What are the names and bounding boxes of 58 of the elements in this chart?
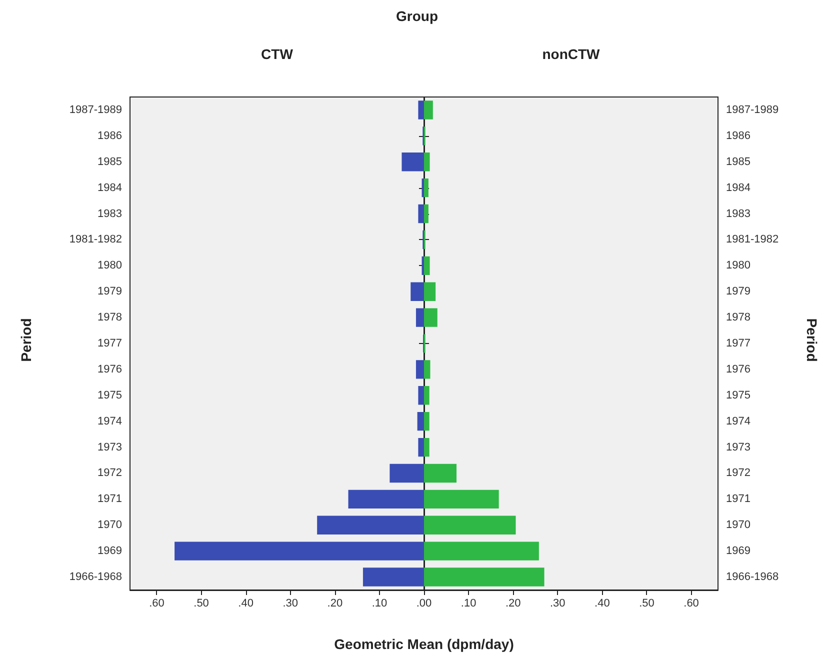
y-tick-label: 1975: [98, 389, 122, 402]
chart-title: Group: [396, 8, 438, 24]
y-tick-label: 1978: [98, 312, 122, 324]
y-tick-label: 1977: [726, 338, 750, 350]
x-tick-label: .60: [149, 598, 164, 610]
y-tick-label: 1986: [726, 130, 750, 142]
y-tick-label: 1987-1989: [69, 104, 122, 116]
x-tick-label: .30: [550, 598, 566, 610]
x-tick-label: .50: [639, 598, 654, 610]
bar: [424, 152, 430, 172]
y-tick-label: 1979: [726, 286, 750, 298]
x-tick-label: .00: [416, 598, 432, 610]
y-tick-label: 1981-1982: [726, 234, 779, 246]
y-tick-label: 1987-1989: [726, 104, 779, 116]
x-tick-label: .20: [505, 598, 521, 610]
text: nonCTW: [542, 46, 600, 62]
y-tick-label: 1979: [98, 286, 122, 298]
y-tick-label: 1978: [726, 312, 750, 324]
y-tick-label: 1977: [98, 338, 122, 350]
y-tick-label: 1972: [98, 467, 122, 480]
y-tick-label: 1970: [726, 519, 750, 532]
y-tick-label: 1984: [726, 182, 750, 194]
y-tick-label: 1966-1968: [69, 571, 122, 584]
y-tick-label: 1985: [726, 156, 750, 168]
x-tick-label: .40: [238, 598, 254, 610]
y-tick-label: 1975: [726, 389, 750, 402]
y-tick-label: 1973: [98, 441, 122, 454]
y-tick-label: 1974: [726, 415, 750, 428]
y-tick-label: 1984: [98, 182, 122, 194]
y-tick-label: 1983: [98, 208, 122, 220]
y-tick-label: 1966-1968: [726, 571, 779, 584]
text: CTW: [261, 46, 293, 62]
x-tick-label: .30: [282, 598, 298, 610]
y-tick-label: 1980: [98, 260, 122, 272]
x-tick-label: .40: [594, 598, 610, 610]
y-tick-label: 1970: [98, 519, 122, 532]
x-tick-label: .50: [194, 598, 209, 610]
y-tick-label: 1980: [726, 260, 750, 272]
y-tick-label: 1983: [726, 208, 750, 220]
x-tick-label: .60: [684, 598, 699, 610]
y-tick-label: 1969: [726, 545, 750, 558]
y-tick-label: 1974: [98, 415, 122, 428]
y-tick-label: 1985: [98, 156, 122, 168]
y-tick-label: 1976: [98, 363, 122, 376]
y-tick-label: 1972: [726, 467, 750, 480]
y-axis-title: Period: [804, 318, 820, 362]
x-tick-label: .10: [460, 598, 476, 610]
x-tick-label: .20: [327, 598, 343, 610]
y-tick-label: 1976: [726, 363, 750, 376]
y-tick-label: 1971: [726, 493, 750, 506]
y-tick-label: 1986: [98, 130, 122, 142]
x-axis-title: Geometric Mean (dpm/day): [334, 636, 514, 652]
y-tick-label: 1969: [98, 545, 122, 558]
y-tick-label: 1981-1982: [69, 234, 122, 246]
x-tick-label: .10: [372, 598, 388, 610]
y-tick-label: 1971: [98, 493, 122, 506]
y-axis-title: Period: [18, 318, 34, 362]
y-tick-label: 1973: [726, 441, 750, 454]
